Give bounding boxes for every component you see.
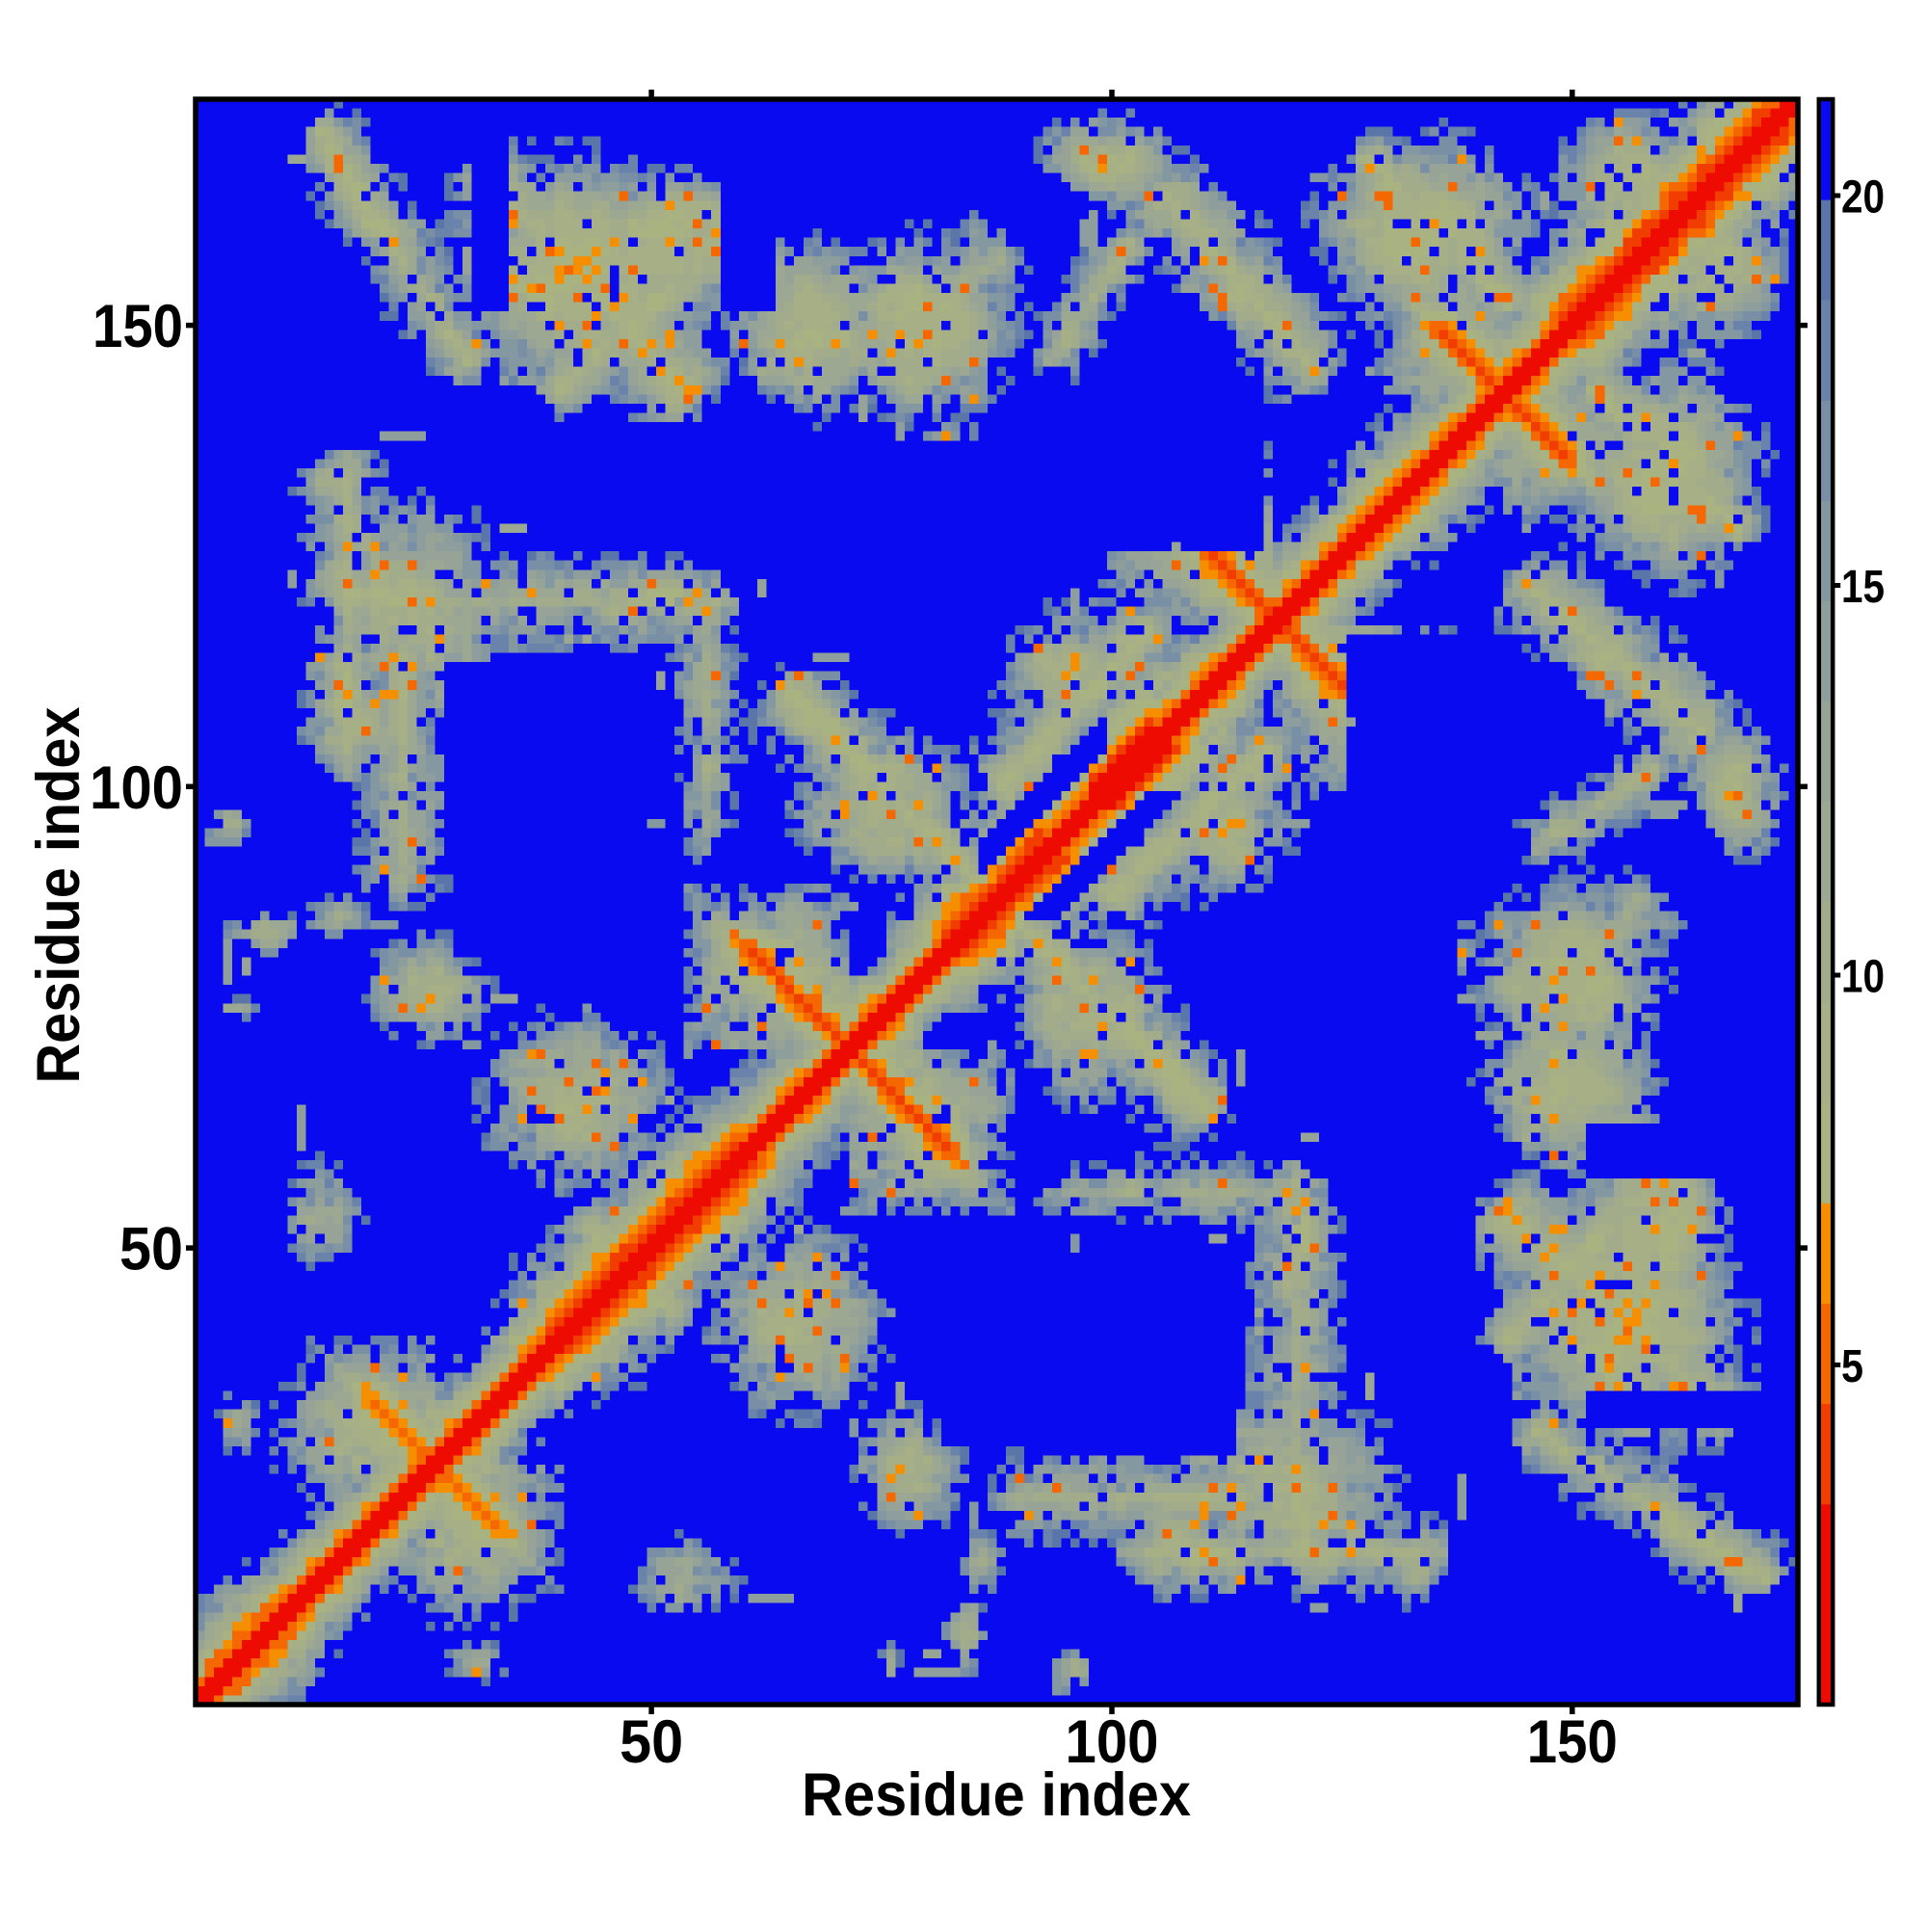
svg-text:50: 50 xyxy=(119,1216,183,1284)
svg-text:Residue index: Residue index xyxy=(25,707,92,1084)
svg-text:10: 10 xyxy=(1841,952,1885,1003)
svg-text:5: 5 xyxy=(1841,1341,1863,1392)
svg-text:100: 100 xyxy=(1066,1708,1159,1776)
svg-text:50: 50 xyxy=(620,1708,683,1776)
svg-text:150: 150 xyxy=(1527,1708,1618,1776)
svg-text:15: 15 xyxy=(1841,562,1885,613)
svg-text:150: 150 xyxy=(92,293,183,360)
svg-text:Residue index: Residue index xyxy=(802,1761,1191,1829)
svg-text:20: 20 xyxy=(1841,172,1885,224)
svg-text:100: 100 xyxy=(90,754,183,822)
